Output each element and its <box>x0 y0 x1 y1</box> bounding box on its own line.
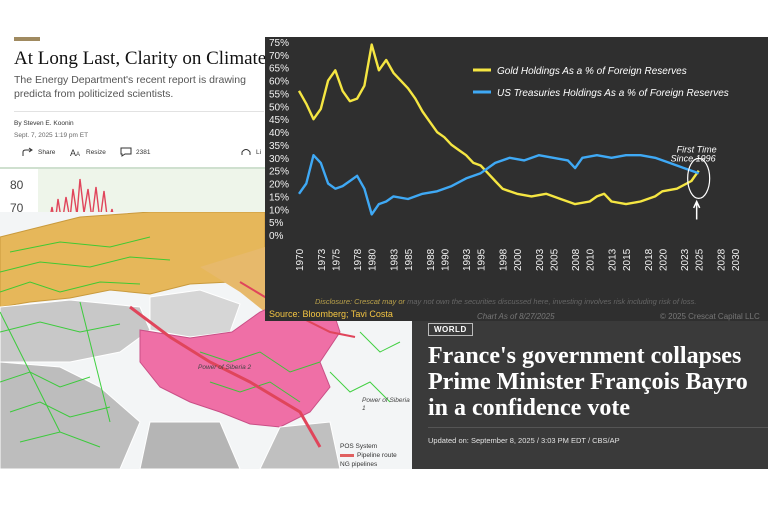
listen-button[interactable]: Li <box>240 147 261 157</box>
news-panel: WORLD France's government collapses Prim… <box>412 321 768 469</box>
x-tick-label: 2000 <box>513 248 524 271</box>
news-headline-line: France's government collapses <box>428 343 742 369</box>
x-tick-label: 1990 <box>440 248 451 271</box>
map-graphic <box>0 212 412 469</box>
chart-canvas: 75% 70% 65% 60%55% 50% 45% 40% 35% 30% 25% 20%15% 1… <box>269 38 742 271</box>
legend-pipeline-route-label: Pipeline route <box>357 452 397 459</box>
x-tick-label: 1980 <box>368 248 379 271</box>
x-tick-label: 2020 <box>658 248 669 271</box>
y-tick-label: 55% <box>269 89 289 100</box>
resize-label: Resize <box>86 148 106 156</box>
chart-disclosure: Disclosure: Crescat may or may not own t… <box>315 297 696 306</box>
legend-ng-pipelines: NG pipelines <box>340 461 378 468</box>
article-dek: The Energy Department's recent report is… <box>14 74 246 100</box>
legend-label: US Treasuries Holdings As a % of Foreign… <box>497 88 729 99</box>
legend-pipeline-route: Pipeline route <box>340 451 397 460</box>
x-tick-label: 2023 <box>680 248 691 271</box>
collage: At Long Last, Clarity on Climate The Ene… <box>0 37 768 469</box>
article-byline[interactable]: By Steven E. Koonin <box>14 120 74 127</box>
y-tick-label: 30% <box>269 154 289 165</box>
y-tick-label: 10% <box>269 205 289 216</box>
y-tick-label: 35% <box>269 141 289 152</box>
map-legend: POS System Pipeline route NG pipelines <box>340 442 397 469</box>
y-tick-label: 70% <box>269 51 289 62</box>
y-tick-label: 15% <box>269 192 289 203</box>
gold-treasuries-chart[interactable]: 75% 70% 65% 60% 55% 50% 45% 40% 35% 30% 25% 20% 15% 1… <box>265 37 768 321</box>
y-tick-label: 0% <box>269 231 284 242</box>
svg-text:A: A <box>76 152 80 157</box>
section-tag[interactable]: WORLD <box>428 323 473 336</box>
comments-button[interactable]: 2381 <box>120 147 150 157</box>
divider <box>0 167 265 169</box>
x-tick-label: 2025 <box>695 248 706 271</box>
y-tick-label: 25% <box>269 167 289 178</box>
x-tick-label: 2013 <box>607 248 618 271</box>
share-button[interactable]: Share <box>22 147 55 157</box>
y-tick-label: 60% <box>269 77 289 88</box>
x-tick-label: 1983 <box>389 248 400 271</box>
news-updated: Updated on: September 8, 2025 / 3:03 PM … <box>428 436 620 445</box>
annotation-label: First Time <box>677 145 717 155</box>
chart-source: Source: Bloomberg; Tavi Costa <box>269 309 393 319</box>
x-tick-label: 1988 <box>426 248 437 271</box>
x-tick-label: 2010 <box>586 248 597 271</box>
article-date: Sept. 7, 2025 1:19 pm ET <box>14 132 89 139</box>
gold-holdings-line <box>297 43 700 206</box>
pipeline-swatch <box>340 453 354 457</box>
x-tick-label: 1973 <box>317 248 328 271</box>
x-tick-label: 2008 <box>571 248 582 271</box>
mini-tick-label: 70 <box>10 201 24 215</box>
y-tick-label: 5% <box>269 218 284 229</box>
x-tick-label: 1998 <box>498 248 509 271</box>
x-tick-label: 1985 <box>404 248 415 271</box>
section-marker <box>14 37 40 41</box>
x-tick-label: 2030 <box>731 248 742 271</box>
map-label-power-of-siberia-1: Power of Siberia 1 <box>362 397 410 412</box>
legend-pos-system: POS System <box>340 443 378 450</box>
news-headline-line: Prime Minister François Bayro <box>428 369 748 395</box>
mini-tick-label: 80 <box>10 178 24 192</box>
svg-text:A: A <box>70 148 76 157</box>
x-tick-label: 1993 <box>462 248 473 271</box>
comment-icon <box>120 147 132 157</box>
y-tick-label: 40% <box>269 128 289 139</box>
chart-copyright: © 2025 Crescat Capital LLC <box>660 312 760 321</box>
x-tick-label: 2005 <box>549 248 560 271</box>
annotation-arrow <box>692 199 701 220</box>
x-tick-label: 1975 <box>331 248 342 271</box>
x-tick-label: 1995 <box>477 248 488 271</box>
divider <box>428 427 768 428</box>
comments-count: 2381 <box>136 148 151 156</box>
x-tick-label: 1970 <box>295 248 306 271</box>
listen-label: Li <box>256 148 262 156</box>
news-headline-line: in a confidence vote <box>428 395 630 421</box>
x-tick-label: 2015 <box>622 248 633 271</box>
x-tick-label: 2003 <box>535 248 546 271</box>
x-tick-label: 2028 <box>716 248 727 271</box>
share-icon <box>22 147 33 156</box>
y-tick-label: 50% <box>269 102 289 113</box>
y-tick-label: 20% <box>269 180 289 191</box>
disclosure-faint: may not own the securities discussed her… <box>407 297 697 306</box>
map-label-power-of-siberia-2: Power of Siberia 2 <box>198 364 252 371</box>
treasuries-holdings-line <box>298 153 700 216</box>
article-headline[interactable]: At Long Last, Clarity on Climate <box>14 48 267 69</box>
headphones-icon <box>241 149 251 155</box>
annotation-circle <box>687 157 711 199</box>
news-headline[interactable]: France's government collapses Prime Mini… <box>428 343 768 421</box>
share-label: Share <box>38 148 56 156</box>
chart-as-of: Chart As of 8/27/2025 <box>477 312 555 321</box>
x-tick-label: 1978 <box>353 248 364 271</box>
divider <box>14 111 264 112</box>
y-tick-label: 75% <box>269 38 289 49</box>
legend-label: Gold Holdings As a % of Foreign Reserves <box>497 66 687 77</box>
annotation-label: Since 1996 <box>671 154 716 164</box>
y-tick-label: 65% <box>269 64 289 75</box>
disclosure-visible: Disclosure: Crescat may or <box>315 297 406 306</box>
x-tick-label: 2018 <box>644 248 655 271</box>
y-tick-label: 45% <box>269 115 289 126</box>
